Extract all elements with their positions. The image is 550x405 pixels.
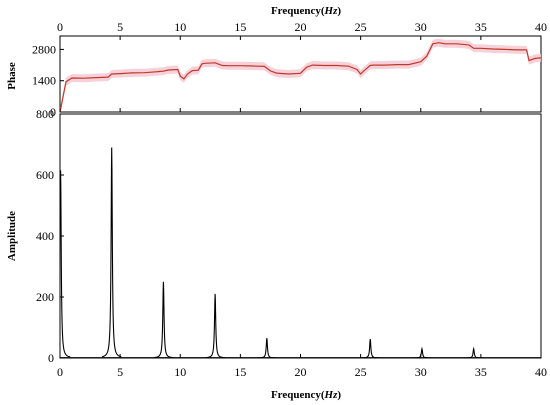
phase-x-tick-label: 15 (234, 20, 246, 34)
amplitude-peak-6 (360, 339, 380, 359)
phase-x-tick-label: 20 (295, 20, 307, 34)
amplitude-y-tick-label: 800 (36, 107, 54, 121)
amplitude-x-tick-label: 10 (174, 365, 186, 379)
amplitude-y-tick-label: 400 (36, 229, 54, 243)
top-xaxis-title: Frequency(Hz) (271, 5, 341, 17)
amplitude-y-tick-label: 600 (36, 168, 54, 182)
phase-x-tick-label: 25 (355, 20, 367, 34)
amplitude-peak-1 (59, 170, 71, 358)
top-xaxis-paren-open: ( (321, 5, 325, 17)
amplitude-peak-7 (412, 346, 432, 359)
phase-series-line (59, 42, 542, 113)
amplitude-axis-title: Amplitude (6, 211, 18, 261)
bottom-xaxis-paren-open: ( (321, 389, 325, 401)
phase-y-tick-label: 1400 (32, 74, 56, 88)
top-xaxis-title-text: Frequency (271, 5, 321, 17)
top-xaxis-unit: Hz (324, 5, 339, 17)
amplitude-x-tick-label: 15 (234, 365, 246, 379)
phase-panel: 0 5 10 15 20 25 30 35 40 0 1400 2800 (32, 20, 547, 119)
amplitude-y-tick-label: 200 (36, 290, 54, 304)
bottom-xaxis-title-text: Frequency (271, 389, 321, 401)
amplitude-x-tick-label: 5 (117, 365, 123, 379)
amplitude-plot-frame (59, 113, 542, 359)
phase-y-tick-label: 0 (50, 105, 56, 119)
amplitude-x-tick-label: 20 (295, 365, 307, 379)
bottom-xaxis-title: Frequency(Hz) (271, 389, 341, 401)
amplitude-peak-5 (257, 338, 277, 359)
amplitude-peak-3 (153, 281, 174, 359)
phase-axis-title: Phase (6, 62, 18, 90)
amplitude-x-tick-label: 40 (535, 365, 547, 379)
amplitude-y-tick-label: 0 (48, 351, 54, 365)
phase-x-tick-label: 40 (535, 20, 547, 34)
phase-x-tick-label: 10 (174, 20, 186, 34)
phase-x-tick-label: 30 (415, 20, 427, 34)
amplitude-peak-4 (205, 293, 225, 359)
amplitude-peak-8 (464, 346, 484, 359)
amplitude-x-tick-label: 35 (475, 365, 487, 379)
phase-uncertainty-band (60, 38, 541, 117)
top-xaxis-paren-close: ) (337, 5, 341, 17)
bottom-xaxis-paren-close: ) (337, 389, 341, 401)
amplitude-x-tick-label: 30 (415, 365, 427, 379)
amplitude-peak-2 (101, 147, 122, 358)
amplitude-x-tick-label: 25 (355, 365, 367, 379)
phase-x-tick-label: 0 (57, 20, 63, 34)
phase-x-tick-label: 35 (475, 20, 487, 34)
phase-x-tick-label: 5 (117, 20, 123, 34)
phase-y-tick-label: 2800 (32, 42, 56, 56)
amplitude-x-tick-label: 0 (57, 365, 63, 379)
bottom-xaxis-unit: Hz (324, 389, 339, 401)
